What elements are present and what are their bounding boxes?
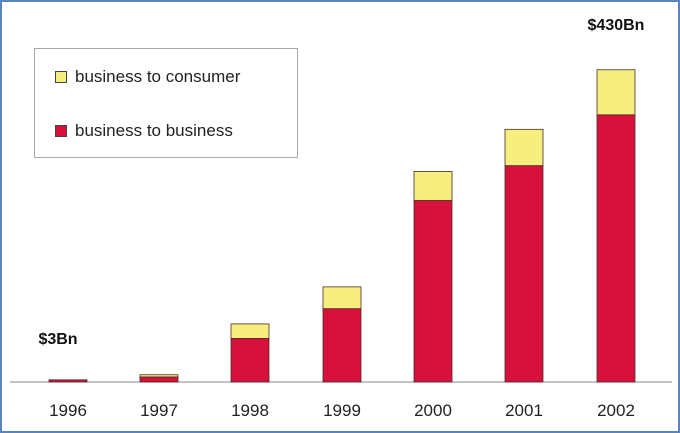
bar-segment-b2c-1998 (230, 323, 270, 339)
legend-swatch-b2c (55, 71, 67, 83)
x-tick-label-1998: 1998 (231, 401, 269, 420)
callout-label-2002: $430Bn (588, 17, 645, 34)
bar-segment-b2b-1997 (139, 376, 179, 383)
bar-segment-b2c-1999 (322, 286, 362, 310)
legend-label-b2c: business to consumer (75, 67, 241, 86)
x-tick-label-1996: 1996 (49, 401, 87, 420)
legend-label-b2b: business to business (75, 121, 233, 140)
legend-item-b2c: business to consumer (55, 67, 240, 87)
bar-segment-b2c-2000 (413, 171, 453, 201)
x-tick-label-1999: 1999 (323, 401, 361, 420)
x-tick-labels: 1996 1997 1998 1999 2000 2001 2002 (49, 401, 635, 420)
bar-segment-b2b-2000 (413, 200, 453, 383)
legend-item-b2b: business to business (55, 121, 233, 141)
callout-label-1996: $3Bn (38, 331, 77, 348)
callout-labels: $3Bn $430Bn (38, 17, 644, 348)
bar-segment-b2c-2001 (504, 128, 544, 167)
bar-segment-b2b-2002 (596, 114, 636, 383)
x-tick-label-2002: 2002 (597, 401, 635, 420)
bar-segment-b2b-1999 (322, 308, 362, 383)
bar-segment-b2b-2001 (504, 165, 544, 383)
bar-segment-b2c-2002 (596, 69, 636, 116)
legend-swatch-b2b (55, 125, 67, 137)
legend: business to consumer business to busines… (34, 48, 298, 158)
bar-segment-b2c-1997 (139, 374, 179, 378)
x-tick-label-2001: 2001 (505, 401, 543, 420)
x-tick-label-1997: 1997 (140, 401, 178, 420)
x-tick-label-2000: 2000 (414, 401, 452, 420)
bars-group (48, 69, 636, 383)
bar-segment-b2b-1998 (230, 338, 270, 383)
bar-segment-b2b-1996 (48, 379, 88, 383)
